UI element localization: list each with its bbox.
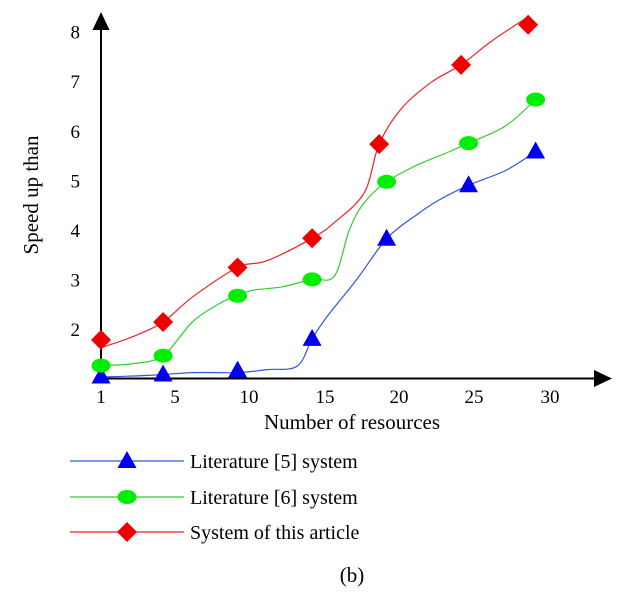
data-point-2 [153, 348, 173, 363]
legend-label-3: System of this article [190, 522, 360, 544]
legend: Literature [5] system Literature [6] syst… [70, 451, 360, 544]
data-point-2 [526, 92, 546, 107]
y-tick-label: 5 [71, 171, 81, 192]
data-point-1 [302, 328, 322, 346]
data-point-1 [91, 366, 111, 384]
figure-caption: (b) [340, 563, 365, 587]
y-tick-label: 7 [71, 72, 81, 93]
x-tick-label: 20 [390, 387, 409, 408]
data-point-3 [153, 312, 174, 333]
legend-marker-3 [117, 522, 137, 542]
axes [92, 12, 612, 387]
data-point-2 [377, 174, 397, 189]
data-point-2 [302, 272, 322, 287]
data-point-3 [451, 54, 472, 75]
y-axis-arrow [92, 12, 110, 30]
x-axis-label: Number of resources [264, 410, 440, 434]
data-point-3 [518, 14, 539, 35]
legend-label-1: Literature [5] system [190, 451, 358, 473]
x-tick-label: 10 [240, 387, 259, 408]
y-tick-label: 3 [71, 270, 81, 291]
x-tick-label: 1 [96, 387, 106, 408]
x-axis-arrow [594, 370, 612, 387]
data-point-2 [91, 358, 111, 373]
y-tick-label: 2 [71, 320, 81, 341]
data-point-2 [459, 136, 479, 151]
x-tick-label: 5 [170, 387, 180, 408]
x-tick-label: 30 [541, 387, 560, 408]
data-point-2 [228, 288, 248, 303]
series-line-2 [100, 99, 536, 367]
data-point-1 [459, 175, 479, 193]
data-point-1 [526, 141, 546, 159]
x-tick-label: 15 [316, 387, 335, 408]
legend-label-2: Literature [6] system [190, 487, 358, 509]
series-markers [91, 14, 546, 384]
series-line-1 [100, 151, 536, 378]
data-point-1 [153, 364, 173, 382]
legend-marker-1 [117, 451, 137, 468]
data-point-1 [377, 228, 397, 246]
series-lines [100, 16, 536, 378]
data-point-1 [228, 360, 248, 378]
legend-marker-2 [117, 490, 137, 504]
data-point-3 [369, 134, 390, 155]
series-line-3 [100, 16, 529, 349]
y-tick-label: 6 [71, 122, 81, 143]
data-point-3 [91, 329, 111, 350]
x-tick-label: 25 [465, 387, 484, 408]
y-tick-label: 4 [71, 221, 81, 242]
y-tick-label: 8 [71, 23, 81, 44]
data-point-3 [227, 257, 248, 278]
data-point-3 [302, 228, 323, 249]
y-axis-label: Speed up than [19, 135, 43, 254]
